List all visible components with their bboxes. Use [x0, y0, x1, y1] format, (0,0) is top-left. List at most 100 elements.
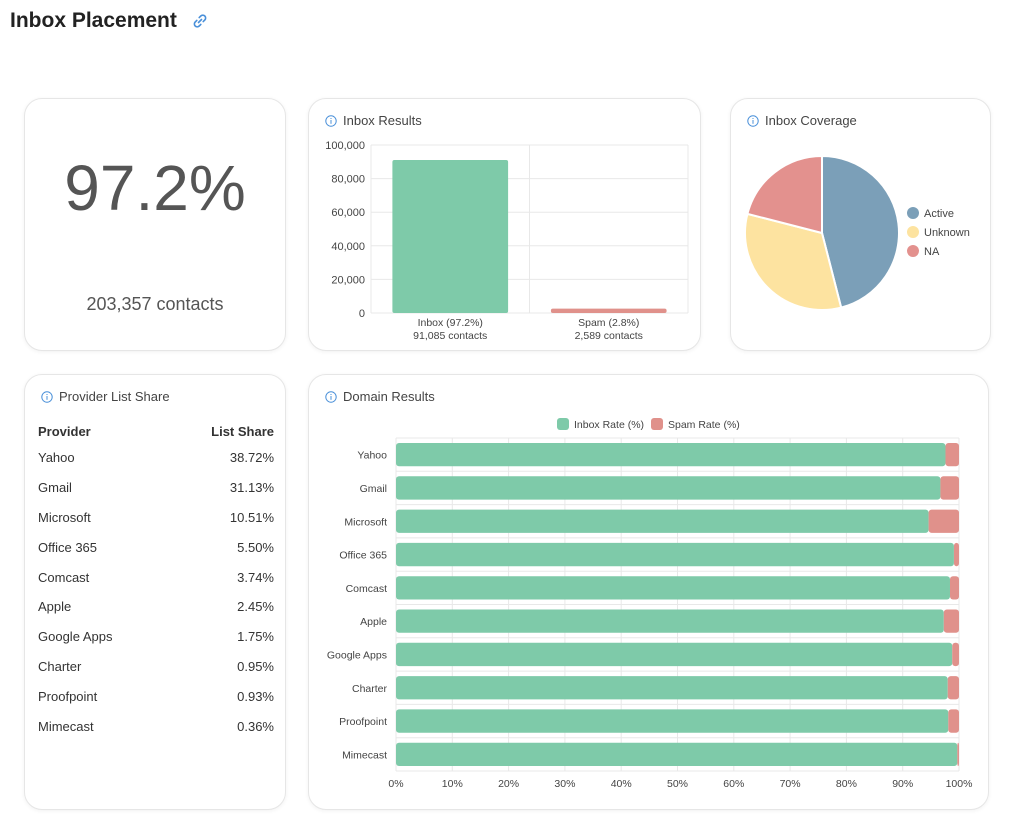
pie-slice	[744, 212, 843, 311]
x-tick-label: 30%	[554, 778, 575, 790]
provider-share-card: Provider List Share Provider List Share …	[24, 374, 286, 810]
legend-swatch	[907, 245, 919, 257]
inbox-results-card: Inbox Results 0 20,000 40,000 60,000 80,000 1…	[308, 98, 701, 351]
table-row: Charter 0.95%	[38, 652, 274, 682]
spam-bar	[949, 576, 959, 600]
share-cell: 3.74%	[237, 569, 274, 585]
inbox-coverage-title: Inbox Coverage	[747, 113, 857, 128]
link-icon[interactable]	[191, 12, 209, 30]
table-row: Apple 2.45%	[38, 592, 274, 622]
x-tick-sublabel: 2,589 contacts	[575, 330, 643, 342]
y-tick-label: 60,000	[331, 207, 365, 219]
table-row: Gmail 31.13%	[38, 473, 274, 503]
provider-cell: Gmail	[38, 480, 72, 496]
x-tick-label: 70%	[780, 778, 801, 790]
legend-swatch	[907, 226, 919, 238]
x-tick-label: 20%	[498, 778, 519, 790]
x-tick-label: 40%	[611, 778, 632, 790]
y-tick-label: 0	[359, 308, 365, 320]
y-tick-label: Charter	[352, 683, 388, 695]
y-tick-label: 40,000	[331, 241, 365, 253]
info-icon[interactable]	[747, 114, 759, 127]
y-tick-label: Yahoo	[357, 450, 387, 462]
share-cell: 10.51%	[229, 509, 274, 525]
share-cell: 2.45%	[237, 599, 274, 615]
inbox-bar	[396, 442, 946, 467]
spam-bar	[947, 676, 959, 700]
page-title-text: Inbox Placement	[10, 9, 177, 32]
spam-bar	[940, 476, 959, 500]
provider-share-title-text: Provider List Share	[59, 389, 170, 404]
y-tick-label: Gmail	[360, 483, 387, 495]
inbox-bar	[396, 709, 949, 733]
inbox-bar	[396, 642, 953, 667]
spam-bar	[945, 442, 959, 467]
x-tick-label: Inbox (97.2%)	[418, 317, 483, 329]
domain-results-title: Domain Results	[325, 389, 435, 404]
y-tick-label: Mimecast	[342, 749, 387, 761]
share-cell: 0.93%	[237, 688, 274, 704]
share-cell: 0.36%	[237, 718, 274, 734]
inbox-bar	[396, 509, 929, 533]
info-icon[interactable]	[41, 390, 53, 403]
x-tick-label: 100%	[946, 778, 973, 790]
spam-bar	[957, 742, 959, 767]
legend-label: Active	[924, 208, 954, 220]
legend-label: Unknown	[924, 227, 970, 239]
share-cell: 0.95%	[237, 658, 274, 674]
info-icon[interactable]	[325, 114, 337, 127]
legend-swatch	[907, 207, 919, 219]
y-tick-label: Proofpoint	[339, 716, 387, 728]
y-tick-label: Microsoft	[344, 516, 387, 528]
x-tick-label: 0%	[388, 778, 403, 790]
domain-results-chart: Inbox Rate (%) Spam Rate (%) 0% 10% 20% 30% 40…	[327, 418, 973, 790]
provider-cell: Proofpoint	[38, 688, 98, 704]
inbox-coverage-chart: Active Unknown NA	[744, 154, 970, 311]
share-cell: 31.13%	[229, 480, 274, 496]
x-tick-label: 50%	[667, 778, 688, 790]
inbox-bar	[396, 542, 954, 567]
info-icon[interactable]	[325, 390, 337, 403]
inbox-bar	[396, 476, 941, 500]
pie-slice	[821, 154, 900, 309]
table-row: Microsoft 10.51%	[38, 503, 274, 533]
provider-share-title: Provider List Share	[41, 389, 170, 404]
y-tick-label: Google Apps	[327, 649, 387, 661]
provider-cell: Google Apps	[38, 629, 113, 645]
provider-share-table: Provider List Share Yahoo 38.72% Gmail 31.…	[38, 419, 274, 741]
table-header-row: Provider List Share	[38, 419, 274, 443]
x-tick-sublabel: 91,085 contacts	[413, 330, 487, 342]
y-tick-label: Office 365	[339, 550, 387, 562]
provider-cell: Microsoft	[38, 509, 91, 525]
bar	[550, 308, 667, 313]
x-tick-label: 10%	[442, 778, 463, 790]
contacts-count: 203,357 contacts	[86, 294, 224, 314]
y-tick-label: 100,000	[325, 140, 365, 152]
legend-label: Inbox Rate (%)	[574, 419, 644, 431]
x-tick-label: 80%	[836, 778, 857, 790]
table-row: Mimecast 0.36%	[38, 711, 274, 741]
provider-cell: Charter	[38, 658, 82, 674]
inbox-percent: 97.2%	[64, 152, 246, 224]
inbox-bar	[396, 742, 958, 767]
provider-cell: Yahoo	[38, 450, 75, 466]
spam-bar	[928, 509, 959, 533]
spam-bar	[952, 642, 959, 667]
share-cell: 1.75%	[237, 629, 274, 645]
table-row: Google Apps 1.75%	[38, 622, 274, 652]
share-cell: 5.50%	[237, 539, 274, 555]
pie-slice	[746, 154, 823, 235]
bar	[392, 159, 509, 313]
inbox-results-title-text: Inbox Results	[343, 113, 422, 128]
legend-swatch	[557, 418, 569, 430]
x-tick-label: Spam (2.8%)	[578, 317, 639, 329]
share-column-header[interactable]: List Share	[211, 423, 274, 439]
inbox-bar	[396, 609, 944, 633]
provider-cell: Apple	[38, 599, 72, 615]
y-tick-label: Apple	[360, 616, 387, 628]
inbox-bar	[396, 576, 950, 600]
legend-label: NA	[924, 246, 940, 258]
provider-cell: Comcast	[38, 569, 90, 585]
inbox-bar	[396, 676, 948, 700]
provider-column-header[interactable]: Provider	[38, 423, 91, 439]
